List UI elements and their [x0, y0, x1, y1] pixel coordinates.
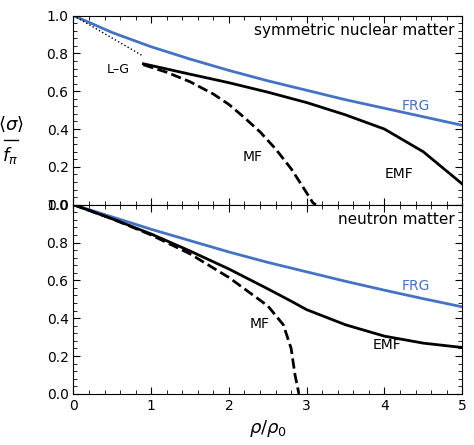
Text: MF: MF: [250, 317, 270, 331]
Text: $\langle\sigma\rangle$: $\langle\sigma\rangle$: [0, 115, 23, 134]
Text: L–G: L–G: [107, 63, 130, 76]
Text: FRG: FRG: [402, 99, 430, 113]
Text: $f_\pi$: $f_\pi$: [2, 145, 18, 166]
Text: FRG: FRG: [402, 279, 430, 293]
Text: symmetric nuclear matter: symmetric nuclear matter: [254, 23, 455, 38]
Text: neutron matter: neutron matter: [337, 212, 455, 227]
X-axis label: $\rho/\rho_0$: $\rho/\rho_0$: [249, 418, 287, 439]
Text: MF: MF: [242, 150, 262, 164]
Text: EMF: EMF: [373, 338, 401, 352]
Text: EMF: EMF: [384, 167, 413, 182]
